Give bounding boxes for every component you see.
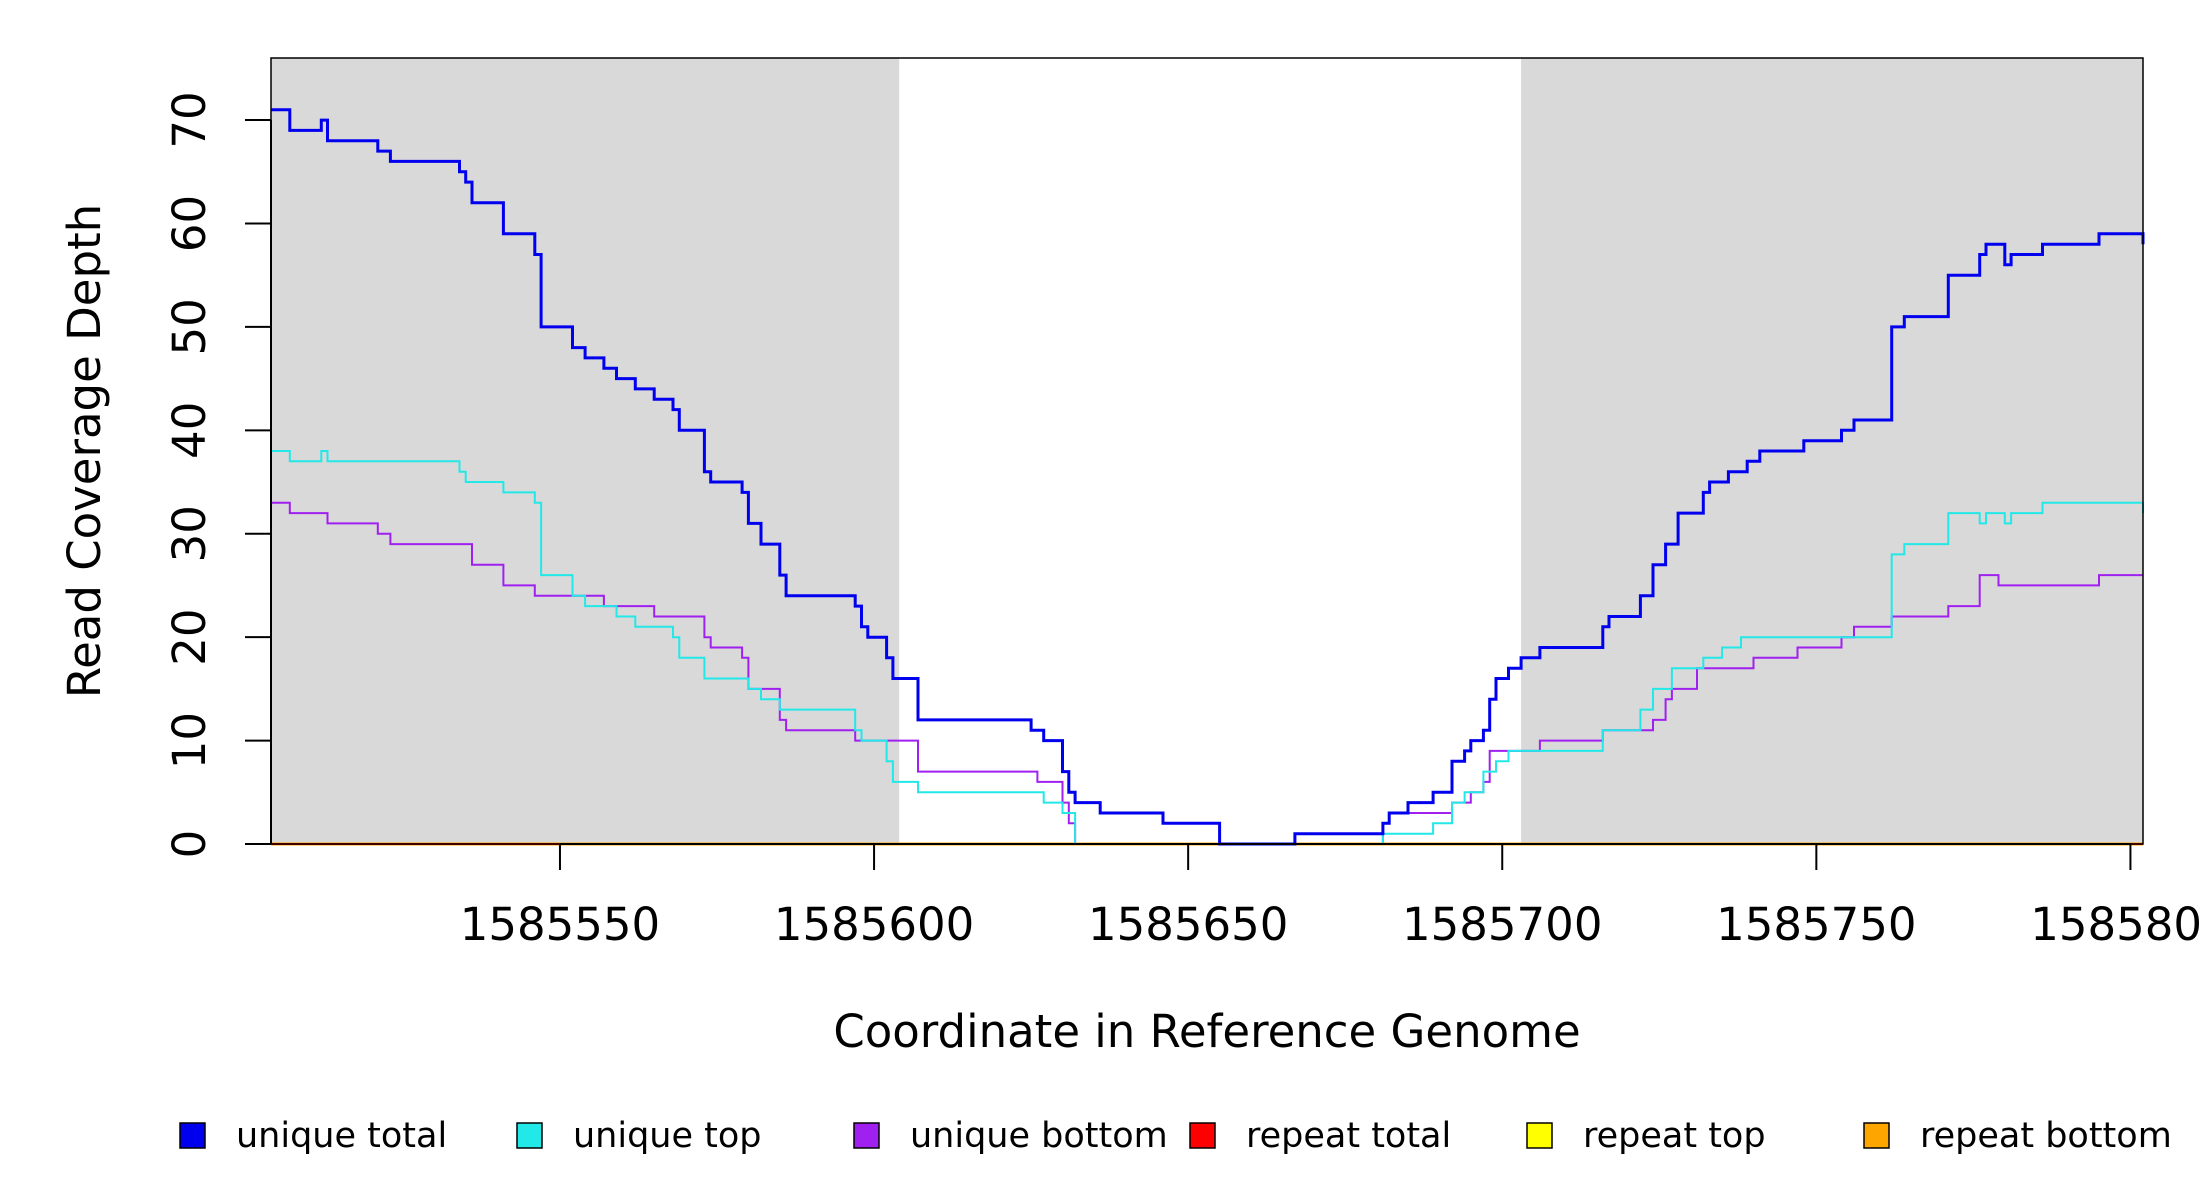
x-tick-label: 1585700 [1402,898,1602,951]
series-unique-total [271,108,2145,846]
shaded-regions [271,58,2143,844]
x-tick-label: 1585750 [1716,898,1916,951]
legend-swatch [179,1122,206,1149]
legend: unique total unique top unique bottom repea… [179,1116,2172,1156]
y-axis-title: Read Coverage Depth [58,204,111,698]
legend-item-unique-bottom: unique bottom [853,1116,1168,1156]
y-tick-label: 50 [163,298,216,355]
x-tick-label: 1585550 [460,898,660,951]
x-axis: 1585550 1585600 1585650 1585700 1585750 15858… [460,843,2200,951]
x-axis-title: Coordinate in Reference Genome [833,1005,1580,1058]
legend-label: repeat total [1246,1116,1451,1156]
shaded-region-1 [271,58,900,844]
y-tick-label: 30 [163,505,216,562]
y-axis: 0 10 20 30 40 50 60 70 [163,91,272,859]
legend-swatch [1189,1122,1216,1149]
legend-swatch [1863,1122,1890,1149]
legend-swatch [516,1122,543,1149]
series-unique-top [271,450,2144,845]
y-tick-label: 70 [163,91,216,148]
legend-item-repeat-top: repeat top [1526,1116,1766,1156]
legend-item-unique-total: unique total [179,1116,447,1156]
legend-label: repeat top [1583,1116,1766,1156]
legend-item-repeat-total: repeat total [1189,1116,1451,1156]
legend-swatch [853,1122,880,1149]
y-tick-label: 0 [163,830,216,859]
legend-item-unique-top: unique top [516,1116,762,1156]
legend-label: unique top [573,1116,762,1156]
legend-label: unique bottom [910,1116,1168,1156]
legend-label: repeat bottom [1920,1116,2172,1156]
x-tick-label: 1585650 [1088,898,1288,951]
shaded-region-2 [1521,58,2143,844]
y-tick-label: 60 [163,195,216,252]
y-tick-label: 40 [163,402,216,459]
legend-item-repeat-bottom: repeat bottom [1863,1116,2172,1156]
y-tick-label: 10 [163,712,216,769]
y-tick-label: 20 [163,609,216,666]
x-tick-label: 1585600 [774,898,974,951]
legend-swatch [1526,1122,1553,1149]
legend-label: unique total [236,1116,447,1156]
